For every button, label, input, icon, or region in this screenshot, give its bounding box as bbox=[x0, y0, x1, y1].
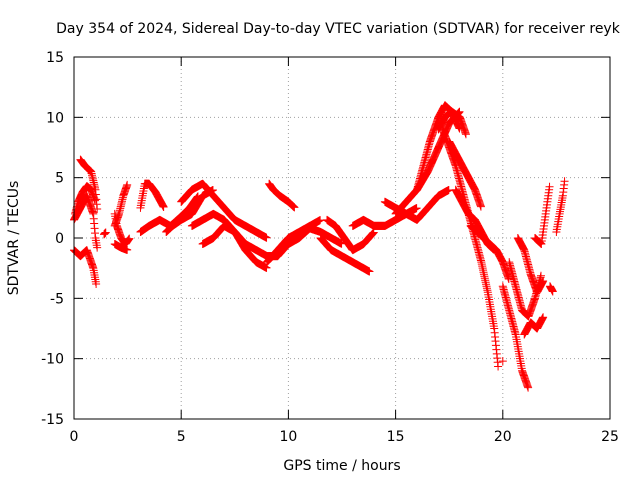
data-point bbox=[539, 313, 548, 322]
x-tick-label: 20 bbox=[494, 429, 512, 445]
series-sat-b bbox=[70, 246, 101, 289]
data-series bbox=[70, 101, 569, 392]
series-sat-g bbox=[110, 180, 132, 230]
x-tick-label: 10 bbox=[279, 429, 297, 445]
y-tick-label: 15 bbox=[46, 50, 64, 66]
series-sat-ae bbox=[513, 234, 548, 297]
data-point bbox=[498, 357, 507, 366]
data-point bbox=[365, 267, 374, 276]
data-point bbox=[444, 185, 453, 194]
data-point bbox=[539, 277, 548, 286]
x-tick-label: 0 bbox=[70, 429, 79, 445]
data-point bbox=[92, 280, 101, 289]
chart-title: Day 354 of 2024, Sidereal Day-to-day VTE… bbox=[56, 21, 621, 37]
data-point bbox=[159, 203, 168, 212]
series-sat-ai bbox=[552, 177, 569, 236]
data-point bbox=[560, 177, 569, 186]
data-point bbox=[290, 203, 299, 212]
series-sat-ab bbox=[466, 221, 513, 284]
series-sat-t bbox=[348, 204, 421, 230]
data-point bbox=[412, 204, 421, 213]
data-point bbox=[316, 216, 325, 225]
series-sat-x bbox=[434, 107, 470, 139]
series-sat-z bbox=[445, 137, 485, 211]
data-point bbox=[524, 383, 533, 392]
x-axis-label: GPS time / hours bbox=[283, 458, 400, 474]
y-tick-label: -10 bbox=[41, 352, 64, 368]
series-sat-l bbox=[177, 179, 271, 242]
data-point bbox=[262, 233, 271, 242]
y-tick-label: -15 bbox=[41, 412, 64, 428]
data-point bbox=[494, 362, 503, 371]
data-point bbox=[123, 180, 132, 189]
series-sat-r bbox=[316, 234, 374, 276]
x-tick-label: 15 bbox=[387, 429, 405, 445]
series-sat-i bbox=[136, 179, 168, 212]
data-point bbox=[101, 228, 110, 237]
series-sat-f bbox=[110, 209, 134, 249]
x-tick-label: 25 bbox=[601, 429, 619, 445]
data-point bbox=[545, 182, 554, 191]
data-point bbox=[476, 202, 485, 211]
y-tick-label: 10 bbox=[46, 110, 64, 126]
y-tick-label: 5 bbox=[55, 171, 64, 187]
data-point bbox=[125, 234, 134, 243]
series-sat-ah bbox=[545, 282, 557, 296]
series-sat-c bbox=[76, 155, 102, 214]
series-sat-af bbox=[520, 313, 548, 339]
series-sat-h bbox=[110, 240, 132, 254]
axis-ticks: 0 5 10 15 20 25 -15 -10 -5 0 5 10 15 bbox=[41, 50, 619, 445]
data-point bbox=[93, 205, 102, 214]
series-sat-s bbox=[322, 215, 378, 255]
y-tick-label: 0 bbox=[55, 231, 64, 247]
series-sat-o bbox=[265, 179, 299, 212]
series-sat-n bbox=[198, 221, 271, 272]
series-sat-ag bbox=[530, 182, 554, 249]
data-point bbox=[504, 275, 513, 284]
data-point bbox=[461, 130, 470, 139]
y-tick-label: -5 bbox=[50, 291, 64, 307]
series-sat-e bbox=[100, 228, 110, 239]
data-point bbox=[548, 287, 557, 296]
data-point bbox=[93, 243, 102, 252]
series-sat-q bbox=[273, 224, 346, 261]
x-tick-label: 5 bbox=[177, 429, 186, 445]
series-sat-aj bbox=[498, 357, 507, 366]
y-axis-label: SDTVAR / TECUs bbox=[6, 181, 22, 296]
data-point bbox=[536, 271, 545, 280]
data-point bbox=[91, 196, 100, 205]
data-point bbox=[123, 245, 132, 254]
series-sat-ac bbox=[498, 282, 533, 392]
